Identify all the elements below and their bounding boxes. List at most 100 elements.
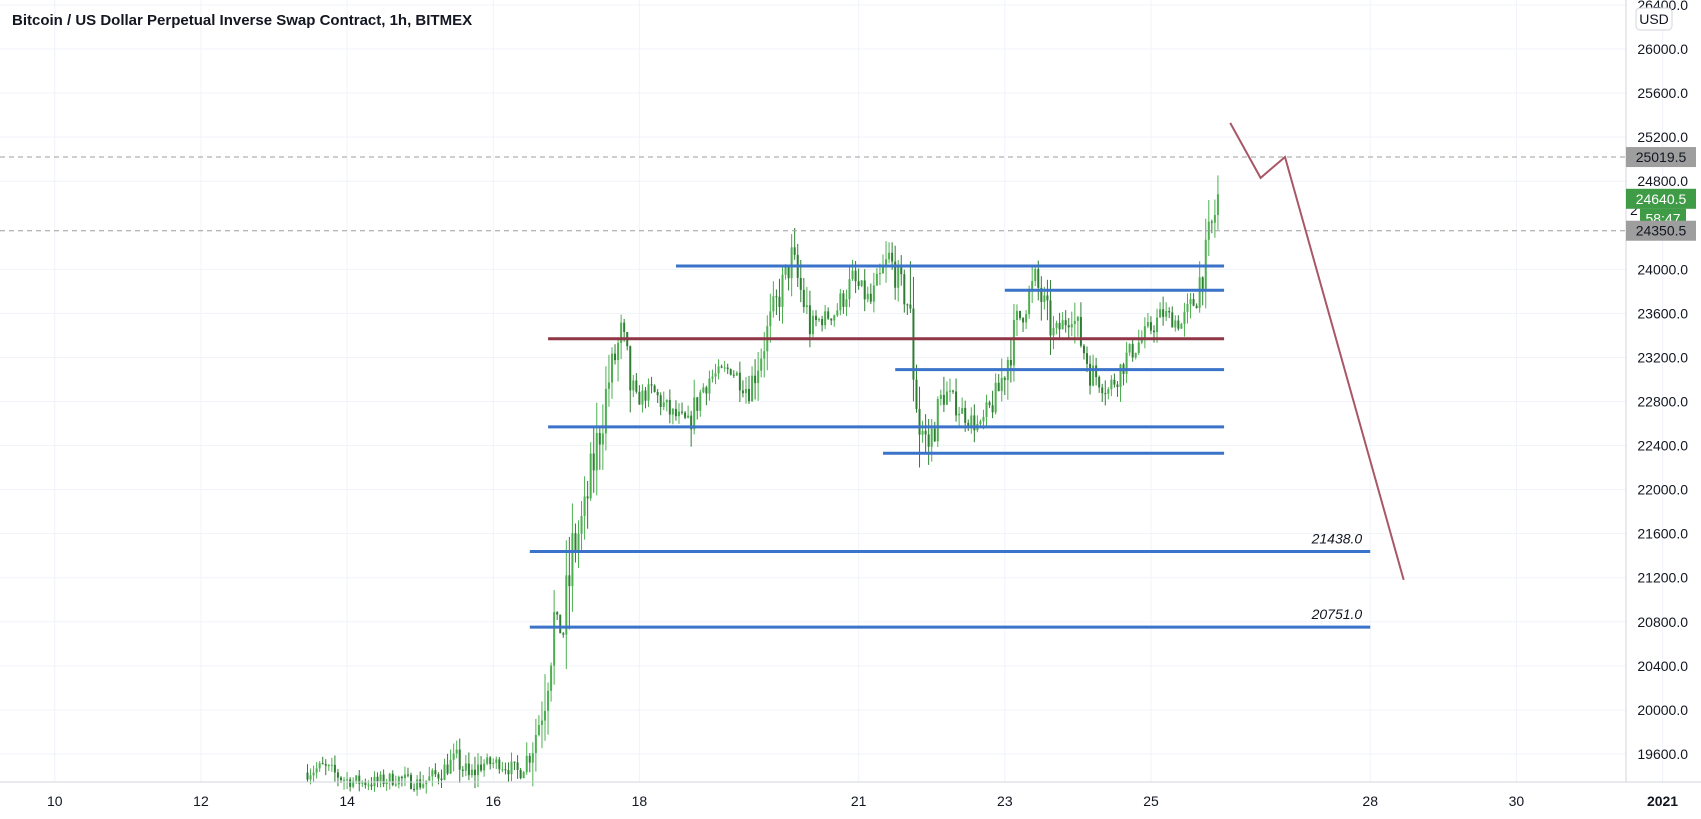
candle-body <box>416 779 419 790</box>
projection-line <box>1229 122 1405 581</box>
candle-body <box>580 516 583 534</box>
price-badge-label: 25019.5 <box>1636 149 1687 165</box>
candle-body <box>349 779 352 787</box>
candle-body <box>1049 300 1052 336</box>
candle-body <box>595 432 598 471</box>
y-tick-label: 21600.0 <box>1637 526 1688 542</box>
candle-body <box>601 433 604 445</box>
time-axis[interactable]: 10 12 14 16 18 21 23 25 28 30 2021 <box>47 793 1678 809</box>
candle-body <box>361 781 364 784</box>
candle-body <box>751 375 754 402</box>
candle-body <box>881 267 884 274</box>
candle-body <box>711 376 714 379</box>
candle-body <box>885 259 888 268</box>
candle-body <box>1095 365 1098 378</box>
candle-body <box>748 388 751 402</box>
candle-body <box>866 293 869 300</box>
candle-body <box>440 778 443 780</box>
candle-body <box>948 390 951 392</box>
candle-body <box>1180 323 1183 329</box>
horizontal-levels[interactable]: 21438.0 20751.0 <box>529 264 1371 629</box>
candle-body <box>650 384 653 386</box>
candle-body <box>778 296 781 307</box>
currency-button[interactable]: USD <box>1635 7 1673 31</box>
candle-body <box>531 753 534 763</box>
candle-body <box>930 428 933 447</box>
candle-body <box>872 285 875 302</box>
candle-body <box>620 322 623 343</box>
dashed-levels <box>0 156 1626 232</box>
grid <box>0 0 1664 782</box>
candle-body <box>452 753 455 760</box>
candle-body <box>860 280 863 286</box>
level-label: 20751.0 <box>1311 606 1363 622</box>
candle-body <box>754 375 757 384</box>
candle-body <box>641 390 644 405</box>
candle-body <box>382 774 385 785</box>
candle-body <box>1140 338 1143 343</box>
candle-body <box>1089 363 1092 386</box>
candle-body <box>623 322 626 332</box>
x-tick-label: 28 <box>1362 793 1378 809</box>
candle-body <box>665 399 668 403</box>
y-tick-label: 22400.0 <box>1637 438 1688 454</box>
candle-body <box>952 390 955 392</box>
candle-body <box>330 764 333 766</box>
x-tick-label: 30 <box>1509 793 1525 809</box>
candle-body <box>1043 295 1046 302</box>
candle-body <box>982 416 985 422</box>
candle-body <box>635 380 638 392</box>
candle-body <box>1165 311 1168 317</box>
candle-body <box>836 310 839 316</box>
candle-body <box>805 305 808 307</box>
candle-body <box>473 769 476 776</box>
candle-body <box>528 755 531 763</box>
candle-body <box>842 293 845 307</box>
candle-body <box>964 407 967 423</box>
candle-body <box>906 304 909 306</box>
price-badge-bg <box>1626 147 1696 168</box>
candle-body <box>1052 327 1055 336</box>
candle-body <box>394 784 397 786</box>
candle-body <box>1082 345 1085 354</box>
candle-body <box>449 759 452 774</box>
projection-path[interactable] <box>1229 122 1405 581</box>
candle-body <box>985 402 988 417</box>
candle-body <box>763 351 766 359</box>
candle-body <box>629 346 632 391</box>
y-tick-label: 24800.0 <box>1637 173 1688 189</box>
candle-body <box>854 270 857 282</box>
candle-body <box>1177 320 1180 329</box>
candle-body <box>790 247 793 279</box>
candle-body <box>726 367 729 370</box>
candle-body <box>477 764 480 776</box>
candle-body <box>355 775 358 781</box>
candle-body <box>848 279 851 300</box>
candle-body <box>894 261 897 288</box>
candle-body <box>1058 323 1061 330</box>
x-tick-label: 16 <box>485 793 501 809</box>
candle-body <box>1137 342 1140 354</box>
candle-body <box>674 408 677 417</box>
candle-body <box>1037 269 1040 288</box>
candle-body <box>352 780 355 787</box>
candle-body <box>547 690 550 711</box>
x-tick-label: 14 <box>339 793 355 809</box>
candle-body <box>699 392 702 411</box>
candle-body <box>732 374 735 376</box>
candle-body <box>970 415 973 427</box>
candle-body <box>358 775 361 784</box>
candle-body <box>936 399 939 442</box>
candle-body <box>1003 377 1006 380</box>
candle-body <box>559 614 562 634</box>
candle-body <box>318 763 321 769</box>
level-label: 21438.0 <box>1311 531 1363 547</box>
candle-body <box>550 665 553 691</box>
candle-body <box>918 408 921 435</box>
candle-body <box>504 769 507 771</box>
candle-body <box>510 761 513 775</box>
candle-body <box>912 308 915 380</box>
candle-body <box>647 384 650 401</box>
